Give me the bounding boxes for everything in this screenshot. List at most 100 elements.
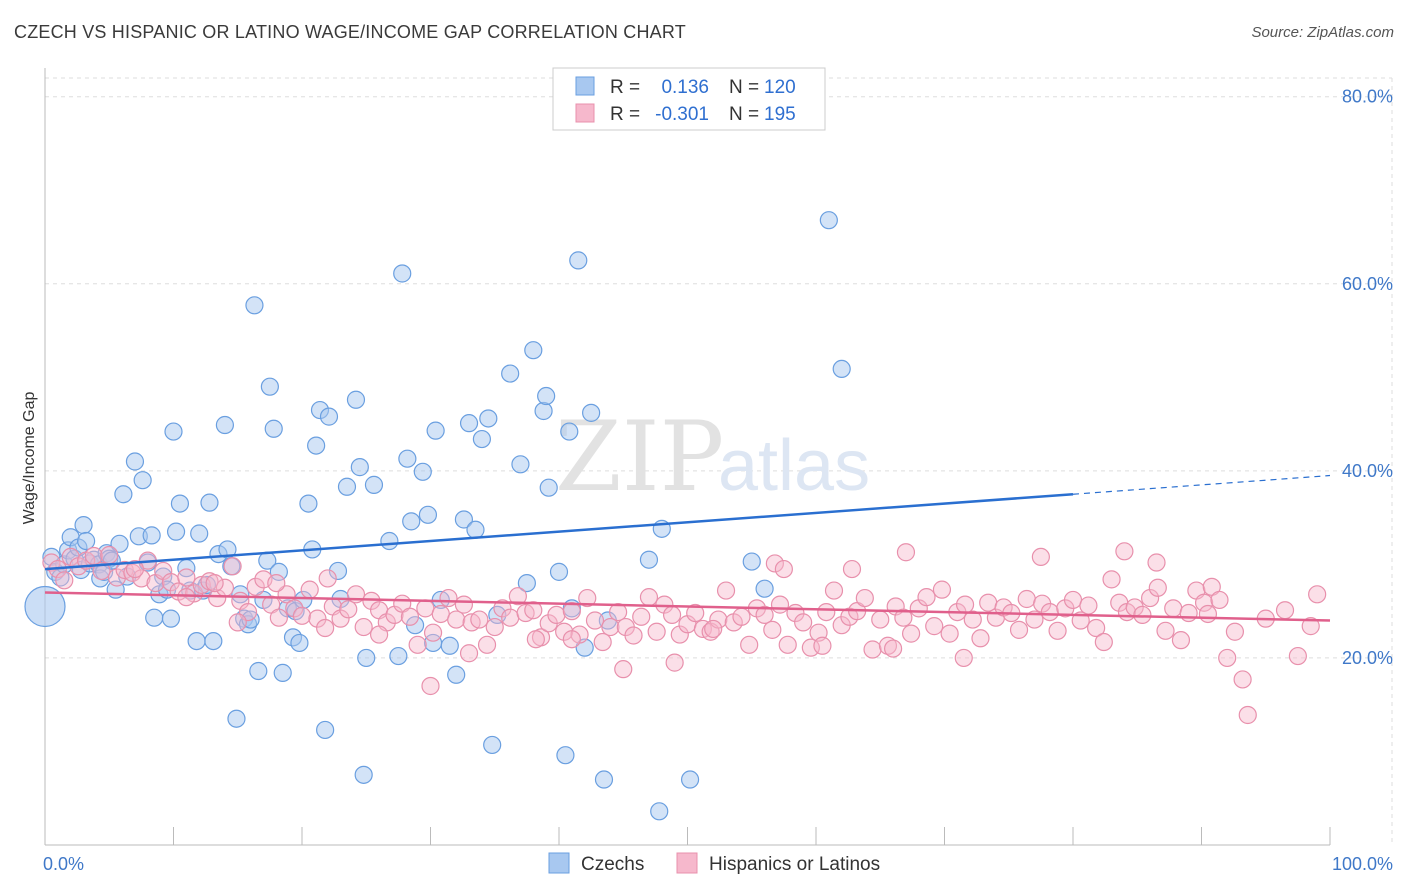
- hispanic-point: [1079, 596, 1098, 615]
- czech-point: [534, 401, 553, 421]
- czech-point: [582, 403, 601, 422]
- hispanic-point: [300, 580, 319, 599]
- hispanic-point: [477, 635, 497, 654]
- hispanic-point: [55, 571, 74, 590]
- czech-point-large: [24, 585, 66, 628]
- czech-point: [145, 608, 164, 627]
- hispanic-point: [863, 640, 882, 659]
- hispanic-point: [1225, 622, 1245, 641]
- hispanic-point: [1094, 632, 1113, 652]
- bottom-legend-label-hispanics: Hispanics or Latinos: [709, 854, 880, 875]
- hispanic-point: [177, 568, 196, 587]
- hispanic-point: [370, 625, 389, 644]
- hispanic-point: [901, 624, 921, 643]
- czech-point: [142, 526, 161, 545]
- hispanic-point: [269, 608, 288, 627]
- hispanic-point: [61, 547, 80, 567]
- czech-point: [832, 359, 851, 378]
- legend-n-value: 120: [764, 77, 796, 98]
- hispanic-point: [205, 573, 224, 593]
- czech-point: [161, 609, 181, 628]
- hispanic-point: [883, 639, 903, 658]
- hispanic-point: [208, 588, 227, 608]
- x-tick-label: 100.0%: [1332, 854, 1393, 874]
- hispanic-point: [932, 580, 952, 599]
- czech-point: [418, 505, 438, 524]
- hispanic-point: [842, 559, 862, 579]
- hispanic-point: [601, 617, 620, 637]
- hispanic-point: [1275, 601, 1295, 620]
- hispanic-point: [740, 635, 759, 654]
- x-tick-label: 0.0%: [43, 854, 84, 874]
- czech-point: [650, 802, 669, 821]
- hispanic-point: [447, 610, 466, 629]
- bottom-legend-label-czechs: Czechs: [581, 854, 644, 875]
- hispanic-point: [662, 605, 682, 625]
- hispanic-point: [824, 581, 844, 600]
- hispanic-point: [408, 635, 427, 654]
- czech-point: [357, 648, 376, 668]
- hispanic-point: [1238, 705, 1257, 725]
- axes: [44, 68, 1331, 846]
- czech-point: [307, 436, 326, 455]
- hispanic-point: [871, 610, 890, 629]
- hispanic-point: [292, 606, 312, 625]
- czech-point: [74, 516, 93, 535]
- bottom-legend: Czechs Hispanics or Latinos: [548, 852, 880, 875]
- hispanic-point: [665, 653, 684, 672]
- hispanic-point: [1087, 618, 1106, 638]
- hispanic-point: [954, 648, 973, 668]
- hispanic-point: [817, 602, 836, 622]
- hispanic-point: [524, 601, 543, 620]
- czech-point: [337, 477, 357, 496]
- hispanic-point: [1308, 585, 1327, 604]
- czech-point: [447, 665, 466, 684]
- czech-point: [466, 520, 485, 539]
- hispanic-point: [439, 588, 458, 608]
- czech-point: [413, 462, 432, 481]
- hispanic-point: [774, 559, 793, 579]
- czech-point: [346, 390, 366, 409]
- hispanic-point: [285, 599, 304, 618]
- hispanic-point: [431, 604, 450, 624]
- hispanic-point: [639, 588, 659, 607]
- legend-r-label: R =: [610, 104, 640, 125]
- hispanic-point: [132, 569, 151, 588]
- legend-swatch-czechs: [575, 76, 595, 96]
- czech-point: [260, 377, 279, 396]
- hispanic-point: [1198, 604, 1218, 624]
- hispanic-point: [1063, 590, 1083, 610]
- hispanic-point: [778, 635, 797, 654]
- czech-point: [319, 407, 339, 426]
- hispanic-point: [1031, 547, 1050, 567]
- hispanic-point: [1156, 621, 1175, 640]
- czech-point: [316, 720, 335, 740]
- czech-point: [479, 409, 498, 428]
- czech-point: [364, 475, 384, 494]
- hispanic-point: [423, 623, 443, 642]
- hispanic-point: [609, 602, 628, 622]
- czech-point: [125, 452, 145, 471]
- hispanic-point: [917, 588, 936, 607]
- czech-point: [440, 636, 459, 655]
- hispanic-point: [732, 607, 751, 626]
- czech-point: [639, 550, 659, 569]
- y-tick-label: 60.0%: [1342, 274, 1393, 294]
- czech-point: [231, 585, 250, 604]
- hispanic-point: [526, 630, 545, 649]
- czech-point: [755, 579, 774, 598]
- hispanic-point: [555, 622, 574, 641]
- hispanic-point: [1164, 599, 1183, 618]
- hispanic-point: [940, 624, 959, 643]
- trend-lines: [44, 474, 1331, 622]
- czech-trend-extension: [1072, 474, 1331, 495]
- hispanic-point: [686, 603, 705, 623]
- czech-point: [537, 386, 556, 406]
- hispanic-point: [647, 622, 666, 641]
- hispanic-point: [855, 588, 874, 608]
- hispanic-point: [1147, 553, 1166, 572]
- y-tick-label: 40.0%: [1342, 461, 1393, 481]
- hispanic-point: [485, 617, 504, 637]
- hispanic-point: [1218, 648, 1237, 668]
- legend-n-label: N =: [729, 104, 759, 125]
